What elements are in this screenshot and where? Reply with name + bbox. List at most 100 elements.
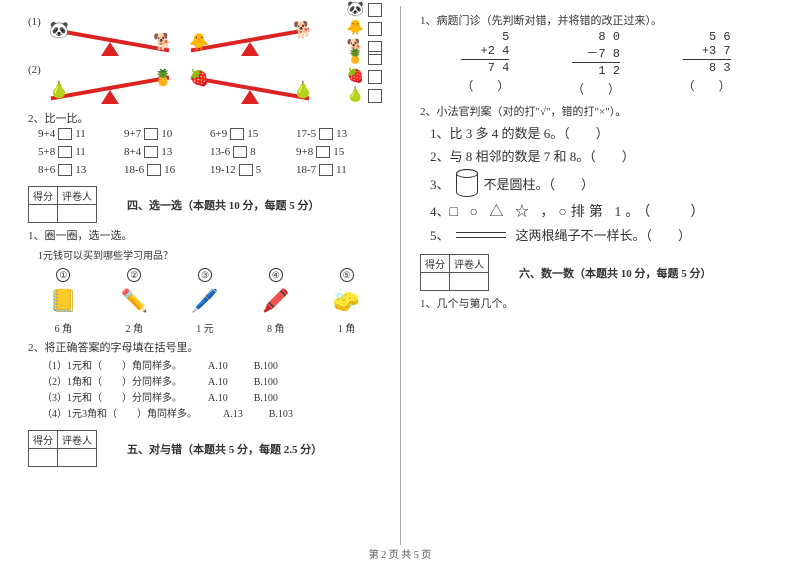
- r-q6-heading: 1、几个与第几个。: [420, 295, 772, 311]
- item-num: ①: [56, 268, 70, 282]
- letter-q: （2）1角和（ ）分同样多。A.10B.100: [42, 373, 382, 388]
- grader-label: 评卷人: [450, 255, 489, 273]
- compare-box[interactable]: [316, 146, 330, 158]
- pencil-icon: ✏️: [114, 284, 154, 318]
- notebook-icon: 📒: [43, 284, 83, 318]
- cmp-item: 5+811: [38, 146, 124, 158]
- item-price: 8 角: [267, 320, 285, 335]
- compare-box[interactable]: [58, 164, 72, 176]
- shop-item: ④🖍️8 角: [256, 268, 296, 335]
- compare-box[interactable]: [58, 146, 72, 158]
- answer-paren[interactable]: （ ）: [572, 80, 620, 97]
- cmp-item: 9+710: [124, 128, 210, 140]
- grader-label: 评卷人: [58, 187, 97, 205]
- score-table: 得分评卷人: [420, 254, 489, 291]
- seesaw-1a: 🐼 🐕: [46, 14, 176, 56]
- cmp-item: 19-125: [210, 164, 296, 176]
- answer-paren[interactable]: （ ）: [683, 77, 731, 94]
- item-price: 2 角: [125, 320, 143, 335]
- section4-header: 得分评卷人 四、选一选（本题共 10 分，每题 5 分）: [28, 186, 382, 223]
- cylinder-icon: [456, 169, 478, 197]
- cmp-item: 8+413: [124, 146, 210, 158]
- q2-heading: 2、比一比。: [28, 110, 382, 126]
- q4-2-heading: 2、将正确答案的字母填在括号里。: [28, 339, 382, 355]
- compare-box[interactable]: [147, 164, 161, 176]
- r-q2-heading: 2、小法官判案（对的打"√"，错的打"×"）。: [420, 103, 772, 119]
- q4-1-sub: 1元钱可以买到哪些学习用品？: [38, 247, 382, 262]
- ropes-icon: [456, 228, 506, 242]
- eraser-icon: 🧽: [327, 284, 367, 318]
- seesaw-1b: 🐥 🐕: [186, 14, 316, 56]
- choices-1: 🐼 🐥 🐕: [347, 1, 382, 56]
- cmp-item: 9+411: [38, 128, 124, 140]
- dog-icon: 🐕: [152, 32, 174, 54]
- panda-icon: 🐼: [48, 20, 70, 42]
- shop-items: ①📒6 角 ②✏️2 角 ③🖊️1 元 ④🖍️8 角 ⑤🧽1 角: [28, 268, 382, 335]
- checkbox[interactable]: [368, 3, 382, 17]
- item-num: ③: [198, 268, 212, 282]
- score-label: 得分: [29, 187, 58, 205]
- score-table: 得分评卷人: [28, 430, 97, 467]
- choices-2: 🍍 🍓 🍐: [347, 49, 382, 104]
- r-q1-heading: 1、病题门诊（先判断对错，并将错的改正过来）。: [420, 12, 772, 28]
- section6-title: 六、数一数（本题共 10 分，每题 5 分）: [519, 265, 712, 281]
- panda-icon: 🐼: [347, 1, 364, 18]
- strawberry-icon: 🍓: [188, 68, 210, 90]
- judge-item-5: 5、 这两根绳子不一样长。（ ）: [430, 225, 772, 244]
- judge-item: 2、与 8 相邻的数是 7 和 8。（ ）: [430, 146, 772, 165]
- checkbox[interactable]: [368, 89, 382, 103]
- letter-q: （4）1元3角和（ ）角同样多。A.13B.103: [42, 405, 382, 420]
- compare-box[interactable]: [319, 164, 333, 176]
- shop-item: ③ 🖊️ 1 元: [185, 268, 225, 335]
- judge-item-4: 4、□ ○ △ ☆ ，○排第 1。（ ）: [430, 201, 772, 221]
- compare-box[interactable]: [239, 164, 253, 176]
- checkbox[interactable]: [368, 51, 382, 65]
- shop-item: ① 📒 6 角: [43, 268, 83, 335]
- compare-box[interactable]: [319, 128, 333, 140]
- vmath-col: 5 6 +3 7 8 3 （ ）: [683, 30, 731, 97]
- letter-q: （3）1元和（ ）分同样多。A.10B.100: [42, 389, 382, 404]
- compare-box[interactable]: [233, 146, 247, 158]
- judge-item: 1、比 3 多 4 的数是 6。（ ）: [430, 123, 772, 142]
- compare-box[interactable]: [230, 128, 244, 140]
- pen-icon: 🖊️: [185, 284, 225, 318]
- cmp-item: 9+815: [296, 146, 382, 158]
- chick-icon: 🐥: [188, 32, 210, 54]
- score-label: 得分: [421, 255, 450, 273]
- grader-label: 评卷人: [58, 431, 97, 449]
- item-price: 1 元: [196, 320, 214, 335]
- crayon-icon: 🖍️: [256, 284, 296, 318]
- item-num: ②: [127, 268, 141, 282]
- item-num: ⑤: [340, 268, 354, 282]
- letter-q: （1）1元和（ ）角同样多。A.10B.100: [42, 357, 382, 372]
- judge-item-3: 3、 不是圆柱。（ ）: [430, 169, 772, 197]
- seesaw-2b: 🍓 🍐: [186, 62, 316, 104]
- right-column: 1、病题门诊（先判断对错，并将错的改正过来）。 5 +2 4 7 4 （ ） 8…: [400, 0, 800, 540]
- checkbox[interactable]: [368, 70, 382, 84]
- compare-box[interactable]: [58, 128, 72, 140]
- checkbox[interactable]: [368, 22, 382, 36]
- strawberry-icon: 🍓: [347, 68, 364, 85]
- seesaw-group: (1) 🐼 🐕 🐥 🐕 🐼 🐥 🐕 (2): [28, 8, 382, 104]
- compare-box[interactable]: [144, 128, 158, 140]
- compare-grid: 9+411 9+710 6+915 17-513 5+811 8+413 13-…: [38, 128, 382, 176]
- q4-1-heading: 1、圈一圈，选一选。: [28, 227, 382, 243]
- page-footer: 第 2 页 共 5 页: [0, 546, 800, 561]
- cmp-item: 13-68: [210, 146, 296, 158]
- seesaw-row-2: (2) 🍐 🍍 🍓 🍐 🍍 🍓 🍐: [28, 56, 382, 104]
- compare-box[interactable]: [144, 146, 158, 158]
- row1-label: (1): [28, 8, 46, 28]
- pineapple-icon: 🍍: [347, 49, 364, 66]
- shop-item: ② ✏️ 2 角: [114, 268, 154, 335]
- cmp-item: 18-616: [124, 164, 210, 176]
- answer-paren[interactable]: （ ）: [461, 77, 509, 94]
- item-price: 6 角: [55, 320, 73, 335]
- vmath-col: 8 0 －7 8 1 2 （ ）: [572, 30, 620, 97]
- score-label: 得分: [29, 431, 58, 449]
- score-table: 得分评卷人: [28, 186, 97, 223]
- section5-title: 五、对与错（本题共 5 分，每题 2.5 分）: [127, 441, 322, 457]
- pear-icon: 🍐: [48, 80, 70, 102]
- pineapple-icon: 🍍: [152, 68, 174, 90]
- section6-header: 得分评卷人 六、数一数（本题共 10 分，每题 5 分）: [420, 254, 772, 291]
- cmp-item: 6+915: [210, 128, 296, 140]
